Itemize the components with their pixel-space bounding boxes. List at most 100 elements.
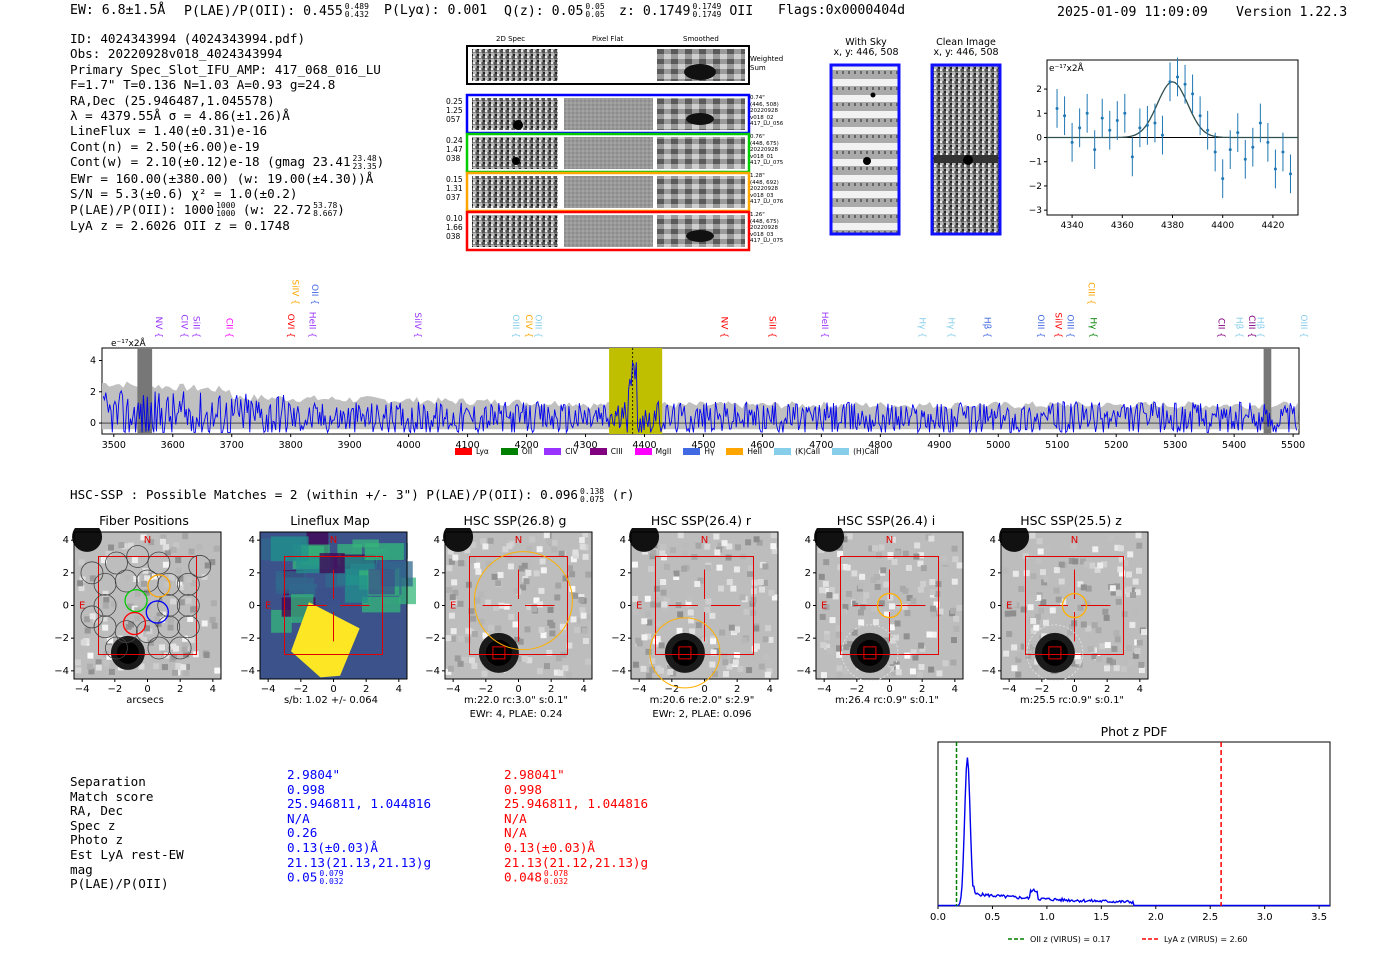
hsc-noise-pixel bbox=[538, 587, 545, 594]
info-lya: LyA z = 2.6026 OII z = 0.1748 bbox=[70, 218, 290, 234]
fiber-circle bbox=[114, 569, 138, 593]
hsc-noise-pixel bbox=[183, 663, 190, 670]
hsc-noise-pixel bbox=[901, 603, 908, 610]
hsc-noise-pixel bbox=[649, 657, 656, 664]
fiber-circle bbox=[105, 551, 128, 575]
hsc-bright-star bbox=[999, 528, 1030, 552]
cutout-right-value: 1.28" bbox=[750, 173, 765, 179]
hsc-noise-pixel bbox=[173, 645, 180, 652]
hsc-frame bbox=[815, 531, 964, 680]
hsc-noise-pixel bbox=[871, 605, 878, 612]
hsc-noise-pixel bbox=[88, 668, 95, 675]
legend-label: Lyα bbox=[476, 447, 489, 456]
hsc-noise-pixel bbox=[559, 623, 566, 630]
hsc-noise-pixel bbox=[733, 566, 740, 573]
cutout-right-value: 0.74" bbox=[750, 95, 765, 101]
hsc-noise-pixel bbox=[518, 656, 525, 663]
cutout-row-left-label: 0.25 1.25 057 bbox=[446, 97, 463, 124]
hsc-noise-pixel bbox=[722, 659, 729, 666]
legend-label: MgII bbox=[655, 447, 672, 456]
hsc-xtick-label: 2 bbox=[548, 684, 554, 695]
hsc-noise-pixel bbox=[771, 594, 778, 601]
hsc-noise-pixel bbox=[930, 631, 937, 638]
hsc-noise-pixel bbox=[1072, 558, 1079, 565]
hsc-noise-pixel bbox=[1129, 591, 1136, 598]
hsc-caption-1: m:25.5 rc:0.9" s:0.1" bbox=[1019, 695, 1125, 706]
hsc-noise-pixel bbox=[520, 584, 527, 591]
hsc-search-box bbox=[840, 556, 939, 655]
hsc-noise-pixel bbox=[1104, 642, 1111, 649]
header-z-value: z: 0.1749 bbox=[619, 4, 691, 19]
info-contw-lo: 23.35 bbox=[352, 161, 377, 171]
hsc-match-core bbox=[671, 639, 698, 666]
fiber-circle bbox=[157, 615, 181, 639]
hsc-noise-pixel bbox=[458, 560, 465, 567]
hsc-match-marker bbox=[678, 646, 692, 660]
hsc-noise-pixel bbox=[518, 565, 525, 572]
hsc-noise-pixel bbox=[836, 645, 843, 652]
hsc-noise-pixel bbox=[450, 628, 457, 635]
cutout-row-right-label: 1.26" (448, 675) 20220928 v018_03 417_LU_075 bbox=[750, 212, 783, 245]
hsc-noise-pixel bbox=[452, 554, 459, 561]
info-f-line: F=1.7" T=0.136 N=1.03 A=0.93 g=24.8 bbox=[70, 77, 336, 93]
hsc-noise-pixel bbox=[644, 595, 651, 602]
hsc-noise-pixel bbox=[540, 632, 547, 639]
cutout-grid bbox=[465, 45, 751, 252]
hsc-noise-pixel bbox=[523, 578, 530, 585]
spectrum-line-label: CIII { bbox=[1086, 282, 1096, 305]
hsc-ytick-label: 0 bbox=[63, 601, 69, 612]
hsc-noise-pixel bbox=[170, 598, 177, 605]
hsc-noise-pixel bbox=[570, 556, 577, 563]
hsc-noise-pixel bbox=[714, 549, 721, 556]
hsc-noise-pixel bbox=[819, 613, 826, 620]
cutout-left-value: 1.47 bbox=[446, 145, 463, 154]
hsc-noise-pixel bbox=[1034, 613, 1041, 620]
hsc-noise-pixel bbox=[1031, 665, 1038, 672]
hsc-noise-pixel bbox=[1110, 589, 1117, 596]
hsc-noise-pixel bbox=[654, 601, 661, 608]
hsc-noise-pixel bbox=[1025, 653, 1032, 660]
hsc-noise-pixel bbox=[160, 534, 167, 541]
legend-item: Hγ bbox=[683, 447, 714, 456]
hsc-noise-pixel bbox=[835, 625, 842, 632]
zoom-point bbox=[1288, 172, 1292, 176]
cutout-2d-spec bbox=[472, 176, 558, 208]
hsc-noise-pixel bbox=[1120, 666, 1127, 673]
fiber-green bbox=[124, 588, 148, 613]
spectrum-line-label: HeII { bbox=[819, 312, 829, 338]
hsc-noise-pixel bbox=[904, 652, 911, 659]
hsc-noise-pixel bbox=[578, 596, 585, 603]
hsc-noise-pixel bbox=[659, 550, 666, 557]
hsc-noise-pixel bbox=[446, 565, 453, 572]
match-label: Match score bbox=[70, 788, 154, 804]
hsc-noise-pixel bbox=[686, 595, 693, 602]
hsc-caption-1: m:22.0 rc:3.0" s:0.1" bbox=[463, 695, 569, 706]
hsc-ytick-label: 2 bbox=[990, 568, 996, 579]
hsc-noise-pixel bbox=[697, 577, 704, 584]
hsc-noise-pixel bbox=[555, 582, 562, 589]
hsc-ytick-label: 0 bbox=[434, 601, 440, 612]
match-blue-column: 2.9804" 0.998 25.946811, 1.044816 N/A 0.26 0.… bbox=[287, 767, 431, 886]
zoom-point bbox=[1078, 126, 1082, 130]
hsc-noise-pixel bbox=[457, 660, 464, 667]
cutout-pixel-flat bbox=[564, 215, 653, 247]
hsc-noise-pixel bbox=[928, 666, 935, 673]
match-red-plae-lo: 0.032 bbox=[543, 877, 569, 887]
hsc-ytick-label: 4 bbox=[620, 535, 626, 546]
hsc-noise-pixel bbox=[928, 535, 935, 542]
hsc-noise-pixel bbox=[650, 549, 657, 556]
fiber-orange bbox=[147, 574, 171, 598]
hsc-noise-pixel bbox=[585, 658, 592, 665]
hsc-noise-pixel bbox=[1111, 645, 1118, 652]
hsc-noise-pixel bbox=[956, 562, 963, 569]
spectrum-emission-highlight bbox=[609, 348, 663, 434]
cutout-left-value: 1.25 bbox=[446, 106, 463, 115]
lineflux-cell bbox=[315, 588, 343, 605]
hsc-noise-pixel bbox=[649, 553, 656, 560]
cutout-smooth-blob bbox=[686, 113, 714, 125]
hsc-noise-pixel bbox=[1018, 585, 1025, 592]
hsc-noise-pixel bbox=[874, 583, 881, 590]
hsc-noise-pixel bbox=[1038, 607, 1045, 614]
hsc-noise-pixel bbox=[676, 627, 683, 634]
hsc-xtick-label: −2 bbox=[107, 684, 122, 695]
